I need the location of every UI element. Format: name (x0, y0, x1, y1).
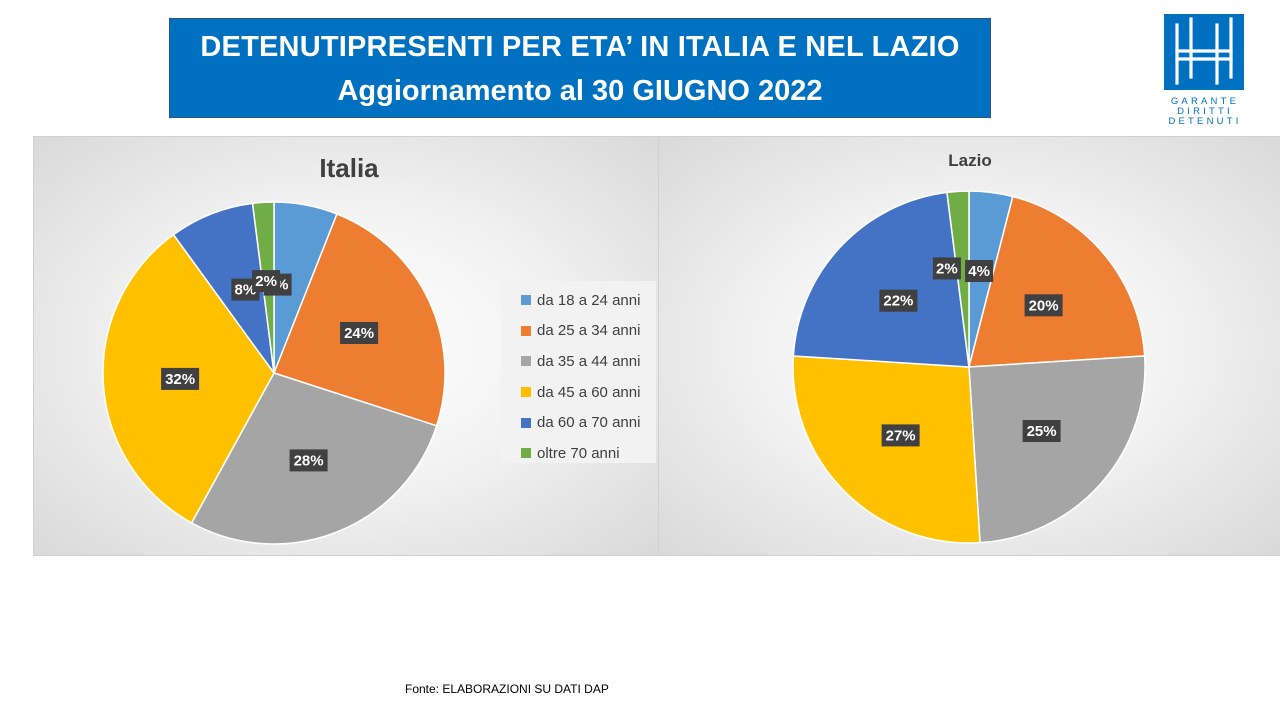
data-label-box (965, 260, 994, 282)
data-label-text: 20% (1029, 297, 1059, 314)
data-label-box (1022, 420, 1061, 442)
data-label: 28% (289, 449, 328, 472)
data-label: 25% (1022, 420, 1061, 442)
data-label: 2% (252, 270, 281, 293)
data-label-box (879, 289, 918, 312)
legend-item: da 25 a 34 anni (501, 316, 656, 347)
logo-text-line-2: DIRITTI (1177, 106, 1233, 117)
source-note: Fonte: ELABORAZIONI SU DATI DAP (405, 682, 609, 696)
data-label: 20% (1024, 294, 1063, 317)
legend-label: da 45 a 60 anni (537, 383, 641, 401)
logo-text-line-1: GARANTE (1170, 96, 1240, 107)
data-label: 22% (879, 289, 918, 312)
legend-swatch (521, 325, 531, 336)
data-label-box (289, 449, 328, 472)
legend-item: da 18 a 24 anni (501, 285, 656, 316)
title-banner: DETENUTIPRESENTI PER ETA’ IN ITALIA E NE… (169, 18, 991, 118)
data-label-box (340, 322, 379, 344)
chart-title-italia: Italia (319, 153, 379, 183)
title-line-2: Aggiornamento al 30 GIUGNO 2022 (337, 75, 823, 107)
data-label-box (1024, 294, 1063, 317)
data-label: 24% (340, 322, 379, 344)
data-label-text: 27% (886, 427, 916, 444)
pie-chart-italia: 6%24%28%32%8%2% (102, 201, 446, 545)
data-label-text: 22% (883, 293, 913, 310)
data-label-text: 25% (1027, 423, 1057, 440)
title-line-1: DETENUTIPRESENTI PER ETA’ IN ITALIA E NE… (200, 31, 960, 63)
legend-label: da 35 a 44 anni (537, 352, 641, 370)
legend-item: oltre 70 anni (501, 438, 656, 469)
pie-slice (968, 355, 1146, 544)
chart-panel-italia: Italia 6%24%28%32%8%2% da 18 a 24 anni d… (33, 136, 659, 556)
legend-swatch (521, 356, 531, 367)
pie-slice (273, 213, 446, 427)
chart-panel-lazio: Lazio 4% 20% 25% 27% 22% 2% (659, 136, 1280, 556)
data-label-box (161, 367, 200, 390)
pie-slice (792, 191, 970, 368)
legend-swatch (521, 417, 531, 428)
legend-label: da 25 a 34 anni (537, 322, 641, 340)
legend-swatch (521, 448, 531, 459)
data-label: 32% (161, 367, 200, 390)
data-label: 2% (932, 257, 961, 280)
data-label: 4% (965, 260, 994, 282)
data-label-text: 2% (936, 260, 958, 277)
data-label: 27% (881, 424, 920, 447)
legend-label: oltre 70 anni (537, 444, 620, 462)
data-label-text: 24% (344, 325, 374, 342)
legend-label: da 60 a 70 anni (537, 414, 641, 432)
data-label-text: 8% (235, 282, 257, 299)
chart-legend: da 18 a 24 anni da 25 a 34 anni da 35 a … (501, 281, 656, 463)
garante-logo-icon (1164, 14, 1244, 90)
legend-label: da 18 a 24 anni (537, 291, 641, 309)
logo-text-line-3: DETENUTI (1168, 116, 1242, 127)
legend-item: da 45 a 60 anni (501, 377, 656, 408)
data-label-box (932, 257, 961, 280)
data-label-box (881, 424, 920, 447)
data-label-text: 28% (294, 452, 324, 469)
legend-item: da 60 a 70 anni (501, 407, 656, 438)
pie-slice (792, 355, 981, 544)
data-label-text: 32% (165, 371, 195, 388)
data-label-text: 2% (255, 273, 277, 290)
legend-swatch (521, 295, 531, 306)
pie-slice (968, 195, 1146, 368)
data-label-box (252, 270, 281, 293)
legend-item: da 35 a 44 anni (501, 346, 656, 377)
pie-chart-lazio: 4% 20% 25% 27% 22% 2% (792, 190, 1146, 544)
data-label-text: 4% (968, 263, 990, 280)
chart-title-lazio: Lazio (948, 151, 992, 170)
legend-swatch (521, 387, 531, 398)
